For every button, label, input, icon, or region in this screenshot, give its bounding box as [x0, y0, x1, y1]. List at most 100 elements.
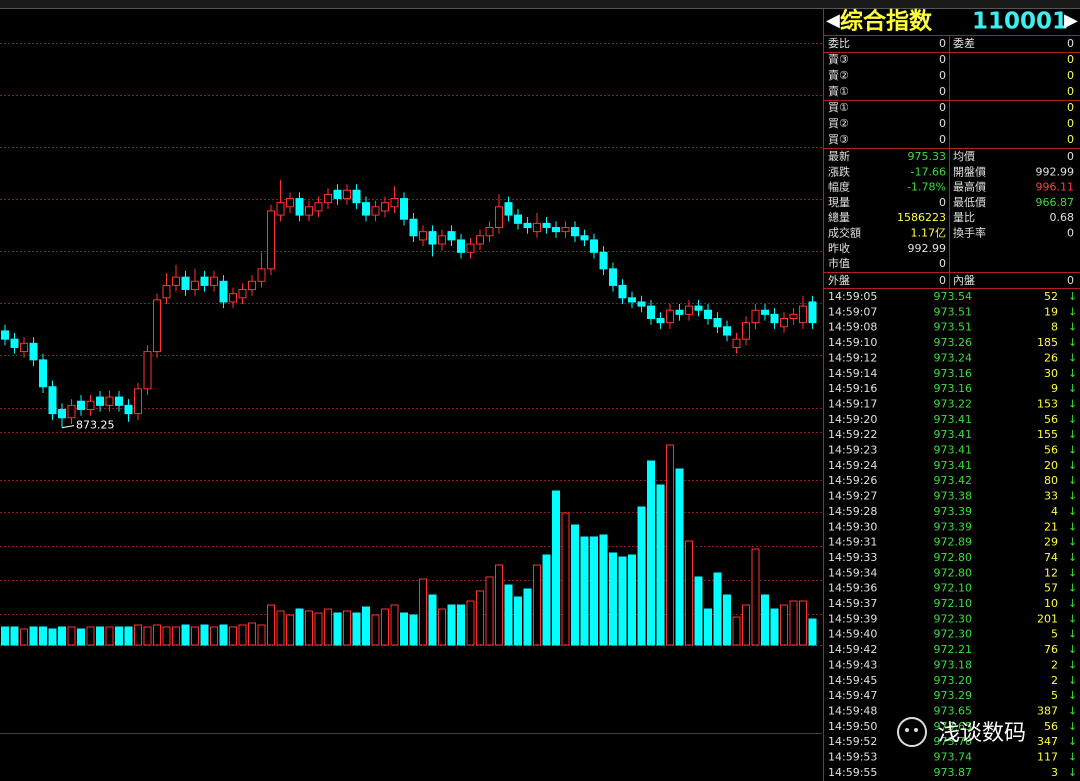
volume-bar [799, 600, 807, 646]
volume-bar [86, 626, 95, 646]
watermark: 浅谈数码 [897, 717, 1026, 747]
volume-bar [419, 578, 427, 646]
candle-body [647, 305, 655, 320]
volume-bar [742, 604, 750, 646]
candle-body [124, 404, 133, 415]
row-value: 966.87 [1036, 196, 1075, 209]
candle-body [476, 235, 484, 245]
volume-bar [29, 626, 38, 646]
row-label: 內盤 [953, 274, 975, 287]
trade-direction: ↓ [1068, 382, 1077, 395]
volume-bar [580, 536, 589, 646]
candle-body [96, 396, 104, 406]
volume-bar [571, 524, 579, 646]
volume-bar [761, 594, 769, 646]
trade-price: 973.51 [934, 321, 973, 334]
trade-price: 973.51 [934, 305, 973, 318]
row-label: 幅度 [828, 180, 850, 194]
low-pointer [61, 425, 75, 429]
volume-bar [618, 556, 627, 646]
volume-bar [561, 512, 570, 646]
volume-bar [476, 590, 484, 646]
candle-body [628, 297, 636, 303]
candle-body [324, 193, 332, 204]
row-label: 委比 [828, 37, 850, 50]
trade-direction: ↓ [1068, 612, 1077, 625]
volume-bar [770, 608, 779, 646]
trade-volume: 347 [1037, 735, 1058, 748]
row-value: 1.17亿 [911, 227, 947, 240]
row-value: 1586223 [897, 211, 946, 224]
volume-bar [257, 624, 266, 646]
candle-body [438, 235, 446, 245]
row-value: 992.99 [908, 242, 947, 255]
candle-body [39, 359, 47, 388]
row-label: 委差 [953, 36, 975, 50]
trade-direction: ↓ [1068, 413, 1077, 426]
trade-volume: 4 [1051, 505, 1058, 518]
volume-bar [267, 604, 275, 646]
volume-bar [67, 626, 76, 646]
trade-price: 973.42 [934, 474, 973, 487]
row-value: 0 [939, 257, 946, 270]
trade-time: 14:59:31 [828, 536, 877, 549]
trade-time: 14:59:05 [828, 290, 877, 303]
candle-body [561, 227, 570, 233]
trade-price: 972.80 [934, 566, 973, 579]
trade-volume: 57 [1044, 582, 1058, 595]
price-chart: 873.25 [1, 179, 817, 432]
candle-body [295, 198, 304, 216]
trade-time: 14:59:48 [828, 704, 877, 717]
ask-label: 賣① [828, 84, 849, 98]
next-arrow[interactable]: ▶ [1064, 10, 1078, 31]
volume-bar [210, 626, 218, 646]
volume-bar [552, 490, 560, 646]
volume-bar [666, 444, 674, 646]
row-value: 0 [1067, 150, 1074, 163]
trade-volume: 117 [1037, 751, 1058, 764]
trade-direction: ↓ [1068, 658, 1077, 671]
candle-body [248, 280, 256, 291]
row-value: 975.33 [908, 150, 947, 163]
row-value: 0 [1067, 37, 1074, 50]
candle-body [172, 276, 180, 286]
candle-body [333, 189, 342, 200]
candle-body [618, 284, 627, 299]
volume-bar [504, 584, 513, 646]
volume-bar [599, 534, 608, 646]
candle-body [789, 313, 798, 320]
trade-direction: ↓ [1068, 566, 1077, 579]
trade-time: 14:59:37 [828, 597, 877, 610]
candle-body [580, 235, 589, 241]
chart-grid [0, 43, 822, 646]
candle-body [552, 227, 560, 233]
candle-body [713, 318, 722, 328]
trade-direction: ↓ [1068, 704, 1077, 717]
candle-body [571, 227, 579, 237]
prev-arrow[interactable]: ◀ [826, 10, 840, 31]
trade-time: 14:59:16 [828, 382, 877, 395]
volume-bar [248, 622, 256, 646]
volume-bar [751, 548, 760, 646]
watermark-icon [897, 717, 927, 747]
trade-time: 14:59:17 [828, 397, 877, 410]
volume-bar [628, 554, 636, 646]
trade-time: 14:59:43 [828, 658, 877, 671]
candle-body [590, 239, 598, 253]
trade-direction: ↓ [1068, 751, 1077, 764]
trade-volume: 52 [1044, 290, 1058, 303]
trade-direction: ↓ [1068, 674, 1077, 687]
volume-bar [685, 540, 693, 646]
volume-bar [466, 600, 475, 646]
trade-direction: ↓ [1068, 551, 1077, 564]
trade-volume: 20 [1044, 459, 1058, 472]
volume-bar [181, 624, 190, 646]
volume-bar [162, 626, 171, 646]
trade-volume: 29 [1044, 536, 1058, 549]
candle-body [210, 276, 218, 286]
trade-time: 14:59:33 [828, 551, 877, 564]
candle-body [305, 206, 313, 216]
volume-bar [438, 608, 446, 646]
trade-time: 14:59:08 [828, 321, 877, 334]
trade-time: 14:59:20 [828, 413, 877, 426]
